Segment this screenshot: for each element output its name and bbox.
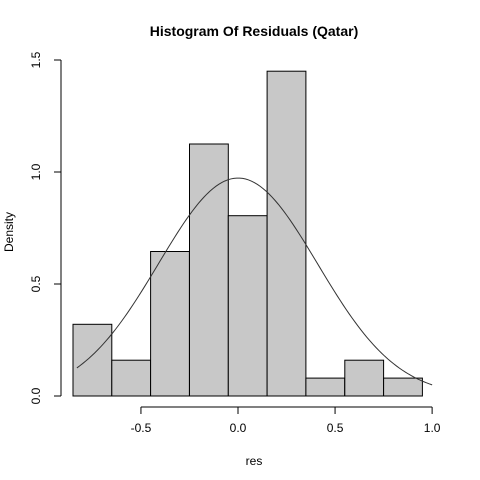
y-tick-label: 1.0 (29, 163, 43, 180)
histogram-bar-7 (305, 377, 346, 397)
x-tick-label: 1.0 (424, 421, 441, 435)
chart-title: Histogram Of Residuals (Qatar) (150, 23, 359, 39)
x-tick-label: 0.0 (230, 421, 247, 435)
y-axis: 0.0 0.5 1.0 1.5 (29, 51, 62, 404)
histogram-bar-8 (344, 359, 385, 397)
histogram-bar-5 (227, 215, 268, 397)
y-tick-label: 1.5 (29, 51, 43, 68)
normal-density-curve (76, 177, 433, 386)
x-tick-label: -0.5 (131, 421, 152, 435)
histogram-bar-6 (266, 70, 307, 397)
histogram-bar-3 (150, 251, 190, 397)
bars-group (72, 70, 423, 397)
x-tick-label: 0.5 (327, 421, 344, 435)
x-axis: -0.5 0.0 0.5 1.0 (131, 406, 441, 435)
histogram-bar-1 (72, 323, 113, 397)
y-tick-label: 0.0 (29, 387, 43, 404)
y-tick-label: 0.5 (29, 275, 43, 292)
x-axis-label: res (246, 454, 263, 468)
histogram-bar-2 (111, 359, 152, 397)
y-axis-label: Density (2, 212, 16, 252)
histogram-bar-4 (189, 143, 229, 397)
histogram-bar-9 (383, 377, 423, 397)
